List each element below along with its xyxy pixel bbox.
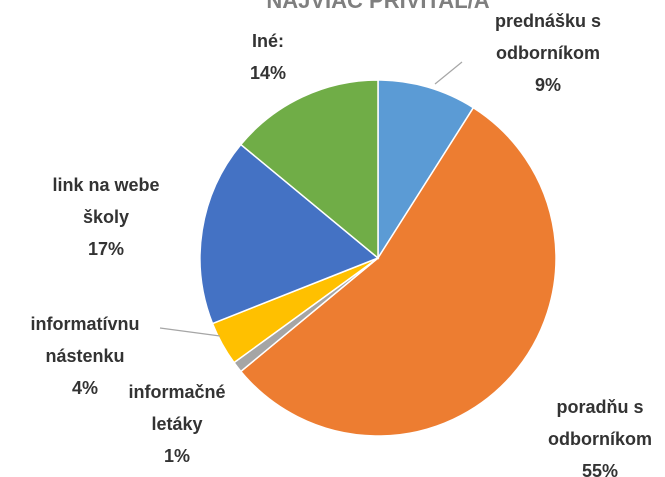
leader-line [159,327,221,337]
value-label: 1% [164,446,190,466]
value-label: 4% [72,378,98,398]
pie-slice [377,79,475,261]
value-label: 9% [535,75,561,95]
pie-slice [239,79,379,260]
chart-title: NAJVIAC PRIVÍTAL/A [266,0,489,13]
slice-label: link na webe [52,175,159,195]
value-label: 17% [88,239,124,259]
slice-label: informatívnu [30,314,139,334]
slice-label: odborníkom [496,43,600,63]
pie-slice [239,106,557,437]
slice-label: Iné: [252,31,284,51]
slice-label: letáky [151,414,202,434]
slice-label: odborníkom [548,429,652,449]
leader-line [434,61,463,85]
pie-slice [199,143,380,325]
value-label: 55% [582,461,618,477]
slice-label: nástenku [45,346,124,366]
slice-label: informačné [128,382,225,402]
slice-label: prednášku s [495,11,601,31]
slice-label: školy [83,207,129,227]
value-label: 14% [250,63,286,83]
slice-label: poradňu s [556,397,643,417]
